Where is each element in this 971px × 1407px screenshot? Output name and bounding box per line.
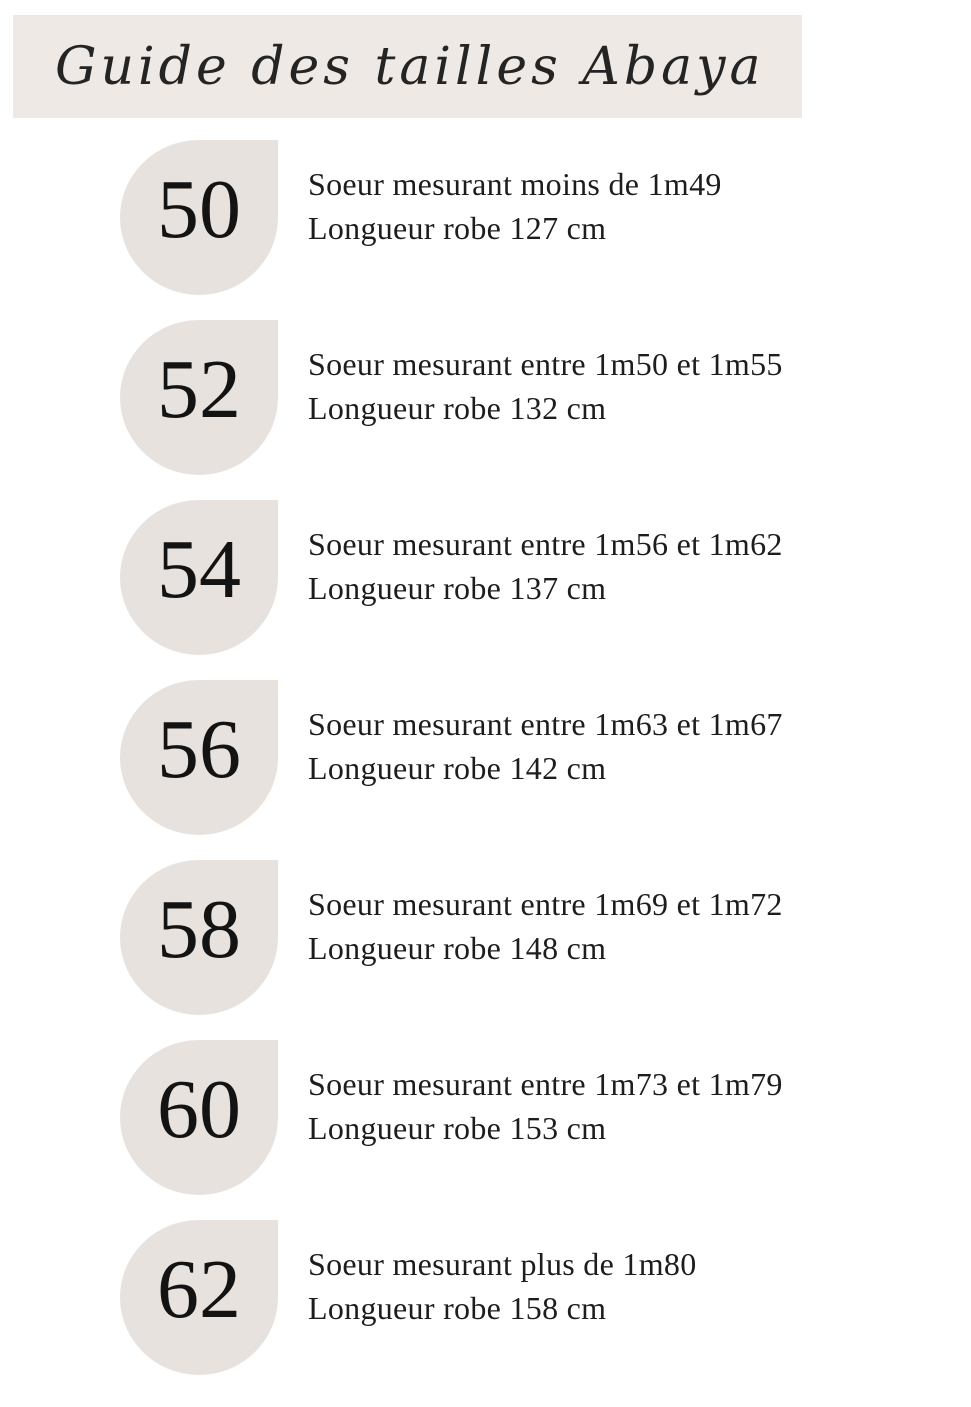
size-number: 52 [157, 342, 241, 436]
height-range-text: Soeur mesurant moins de 1m49 [308, 166, 722, 202]
size-row: 54 Soeur mesurant entre 1m56 et 1m62 Lon… [120, 500, 783, 655]
size-number: 50 [157, 162, 241, 256]
height-range-text: Soeur mesurant entre 1m56 et 1m62 [308, 526, 783, 562]
height-range-text: Soeur mesurant entre 1m50 et 1m55 [308, 346, 783, 382]
size-description: Soeur mesurant entre 1m63 et 1m67 Longue… [308, 680, 783, 790]
height-range-text: Soeur mesurant plus de 1m80 [308, 1246, 697, 1282]
size-badge: 62 [120, 1220, 278, 1375]
size-badge: 52 [120, 320, 278, 475]
robe-length-text: Longueur robe 142 cm [308, 750, 607, 786]
size-row: 52 Soeur mesurant entre 1m50 et 1m55 Lon… [120, 320, 783, 475]
size-rows-list: 50 Soeur mesurant moins de 1m49 Longueur… [120, 140, 783, 1400]
size-badge: 50 [120, 140, 278, 295]
size-badge: 56 [120, 680, 278, 835]
size-number: 54 [157, 522, 241, 616]
size-number: 60 [157, 1062, 241, 1156]
robe-length-text: Longueur robe 148 cm [308, 930, 607, 966]
size-row: 58 Soeur mesurant entre 1m69 et 1m72 Lon… [120, 860, 783, 1015]
size-description: Soeur mesurant entre 1m69 et 1m72 Longue… [308, 860, 783, 970]
size-description: Soeur mesurant entre 1m73 et 1m79 Longue… [308, 1040, 783, 1150]
size-badge: 60 [120, 1040, 278, 1195]
height-range-text: Soeur mesurant entre 1m73 et 1m79 [308, 1066, 783, 1102]
page-title: Guide des tailles Abaya [55, 36, 765, 97]
size-description: Soeur mesurant entre 1m56 et 1m62 Longue… [308, 500, 783, 610]
size-badge: 58 [120, 860, 278, 1015]
size-row: 62 Soeur mesurant plus de 1m80 Longueur … [120, 1220, 783, 1375]
header-banner: Guide des tailles Abaya [13, 15, 802, 118]
size-description: Soeur mesurant entre 1m50 et 1m55 Longue… [308, 320, 783, 430]
size-number: 62 [157, 1242, 241, 1336]
size-description: Soeur mesurant moins de 1m49 Longueur ro… [308, 140, 722, 250]
robe-length-text: Longueur robe 158 cm [308, 1290, 607, 1326]
size-row: 60 Soeur mesurant entre 1m73 et 1m79 Lon… [120, 1040, 783, 1195]
size-number: 56 [157, 702, 241, 796]
robe-length-text: Longueur robe 127 cm [308, 210, 607, 246]
robe-length-text: Longueur robe 153 cm [308, 1110, 607, 1146]
robe-length-text: Longueur robe 132 cm [308, 390, 607, 426]
height-range-text: Soeur mesurant entre 1m63 et 1m67 [308, 706, 783, 742]
size-row: 56 Soeur mesurant entre 1m63 et 1m67 Lon… [120, 680, 783, 835]
robe-length-text: Longueur robe 137 cm [308, 570, 607, 606]
size-description: Soeur mesurant plus de 1m80 Longueur rob… [308, 1220, 697, 1330]
size-number: 58 [157, 882, 241, 976]
size-badge: 54 [120, 500, 278, 655]
height-range-text: Soeur mesurant entre 1m69 et 1m72 [308, 886, 783, 922]
size-row: 50 Soeur mesurant moins de 1m49 Longueur… [120, 140, 783, 295]
